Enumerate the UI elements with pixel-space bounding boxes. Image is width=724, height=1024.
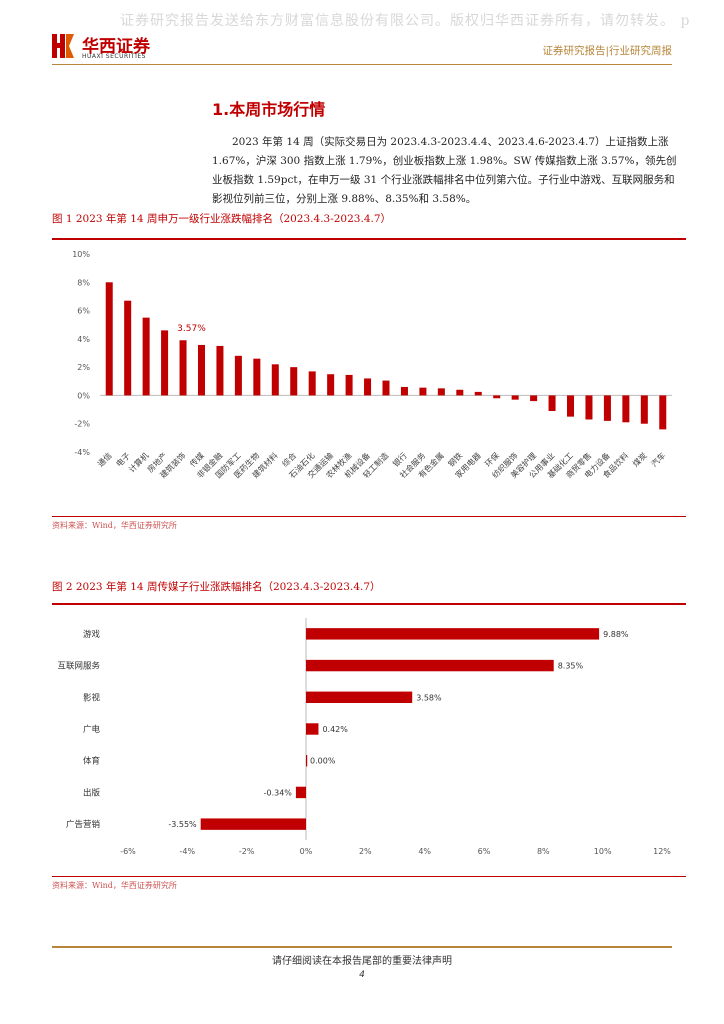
report-type: 证券研究报告|行业研究周报	[542, 45, 672, 57]
logo-text: 华西证券	[82, 37, 150, 57]
data-label: 3.57%	[177, 324, 206, 334]
bar-国防军工	[234, 355, 242, 396]
x-tick-label: 4%	[418, 847, 431, 856]
watermark: 证券研究报告发送给东方财富信息股份有限公司。版权归华西证券所有，请勿转发。 p	[120, 13, 691, 29]
footer-divider	[52, 946, 672, 948]
bar-石油石化	[308, 371, 316, 396]
bar-煤炭	[640, 395, 648, 424]
bar-房地产	[161, 330, 169, 396]
bar-社会服务	[419, 387, 427, 396]
figure1-source: 资料来源：Wind，华西证券研究所	[52, 521, 177, 530]
x-tick-label: 2%	[359, 847, 372, 856]
x-tick-label: 10%	[594, 847, 612, 856]
y-tick-label: -4%	[74, 448, 90, 457]
bar-电子	[124, 300, 132, 396]
figure1-title: 图 1 2023 年第 14 周申万一级行业涨跌幅排名（2023.4.3-202…	[52, 213, 392, 225]
header-divider	[52, 64, 672, 65]
bar-有色金属	[437, 388, 445, 396]
bar-计算机	[142, 317, 150, 396]
y-category-label: 出版	[83, 787, 101, 798]
bar-交通运输	[327, 374, 335, 396]
bar-汽车	[659, 395, 667, 430]
bar-食品饮料	[622, 395, 630, 423]
bar-美容护理	[530, 395, 538, 402]
summary-paragraph: 2023 年第 14 周（实际交易日为 2023.4.3-2023.4.4、20…	[212, 136, 677, 205]
data-label: 3.58%	[416, 693, 442, 702]
y-tick-label: 6%	[77, 307, 90, 316]
x-tick-label: -2%	[239, 847, 255, 856]
data-label: 8.35%	[558, 662, 584, 671]
bar-影视	[306, 691, 413, 703]
y-tick-label: 2%	[77, 363, 90, 372]
y-tick-label: 4%	[77, 335, 90, 344]
bar-农林牧渔	[345, 374, 353, 396]
huaxi-logo-icon	[52, 34, 74, 58]
bar-钢铁	[456, 389, 464, 396]
y-category-label: 体育	[83, 756, 100, 767]
y-category-label: 广电	[83, 724, 101, 735]
x-tick-label: -6%	[120, 847, 136, 856]
data-label: -0.34%	[264, 788, 293, 797]
page-number: 4	[359, 970, 365, 980]
figure1-bottom-rule	[52, 516, 686, 517]
y-tick-label: 8%	[77, 278, 90, 287]
figure2-title: 图 2 2023 年第 14 周传媒子行业涨跌幅排名（2023.4.3-2023…	[52, 581, 381, 593]
bar-广电	[306, 723, 319, 735]
y-tick-label: 10%	[72, 250, 90, 259]
y-category-label: 游戏	[83, 629, 101, 640]
bar-非银金融	[216, 345, 224, 396]
bar-体育	[306, 755, 308, 767]
x-tick-label: 汽车	[649, 450, 667, 468]
y-category-label: 广告营销	[66, 819, 101, 830]
bar-商贸零售	[585, 395, 593, 420]
bar-出版	[295, 786, 306, 799]
x-tick-label: -4%	[180, 847, 196, 856]
x-tick-label: 6%	[478, 847, 491, 856]
x-tick-label: 8%	[537, 847, 550, 856]
figure1-top-rule	[52, 238, 686, 240]
bar-通信	[105, 282, 113, 396]
bar-电力设备	[603, 395, 611, 421]
data-label: 0.00%	[310, 757, 336, 766]
logo-english: HUAXI SECURITIES	[82, 53, 146, 60]
bar-机械设备	[364, 378, 372, 396]
bar-银行	[400, 386, 408, 396]
bar-综合	[290, 367, 298, 396]
bar-建筑材料	[271, 364, 279, 396]
bar-纺织服饰	[511, 395, 519, 400]
bar-广告营销	[200, 818, 306, 830]
bar-游戏	[306, 628, 600, 640]
data-label: 0.42%	[322, 725, 348, 734]
x-tick-label: 0%	[300, 847, 313, 856]
bar-轻工制造	[382, 380, 390, 396]
x-tick-label: 煤炭	[630, 450, 648, 468]
figure2-source: 资料来源：Wind，华西证券研究所	[52, 881, 177, 890]
legal-notice: 请仔细阅读在本报告尾部的重要法律声明	[272, 956, 452, 967]
x-tick-label: 12%	[653, 847, 671, 856]
figure2-bottom-rule	[52, 876, 686, 877]
data-label: -3.55%	[168, 820, 197, 829]
bar-基础化工	[567, 395, 575, 417]
y-tick-label: 0%	[77, 391, 90, 400]
x-tick-label: 计算机	[127, 450, 151, 474]
figure2-top-rule	[52, 603, 686, 605]
bar-医药生物	[253, 358, 261, 396]
media-subsector-bar-chart: -6% -4% -2% 0% 2% 4% 6% 8% 10% 12% 游戏 9.88% 互联网服务 8.3…	[57, 618, 671, 856]
bar-家用电器	[474, 391, 482, 396]
bar-建筑装饰	[179, 340, 187, 396]
bar-传媒	[197, 344, 205, 396]
section-title: 1.本周市场行情	[212, 100, 326, 119]
data-label: 9.88%	[603, 630, 629, 639]
x-tick-label: 通信	[95, 450, 113, 468]
bar-互联网服务	[306, 659, 554, 672]
y-category-label: 互联网服务	[57, 661, 100, 672]
bar-环保	[493, 395, 501, 399]
bar-公用事业	[548, 395, 556, 411]
y-category-label: 影视	[83, 692, 101, 703]
y-tick-label: -2%	[74, 420, 90, 429]
